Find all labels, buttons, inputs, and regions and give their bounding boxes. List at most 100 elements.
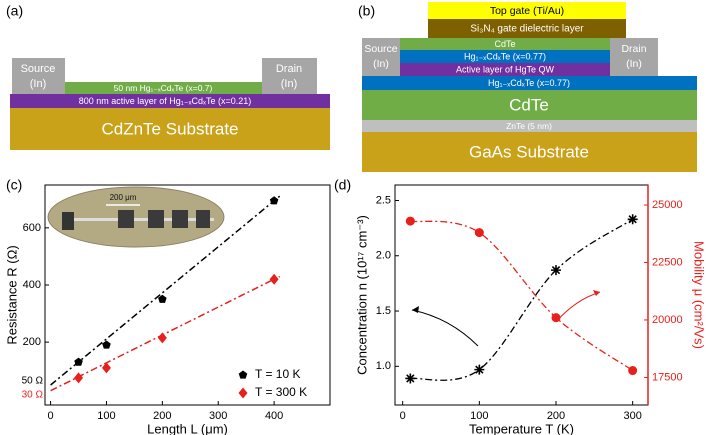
contact-label: (In) [626, 58, 642, 70]
contact-label: (In) [373, 58, 389, 70]
contact [12, 58, 65, 94]
y-tick-label: 200 [23, 336, 41, 348]
y2-tick-label: 17500 [652, 371, 683, 383]
x-tick-label: 0 [48, 410, 54, 422]
substrate [10, 108, 330, 150]
contact-label: (In) [30, 78, 47, 90]
inset-photo: 200 μm [47, 186, 225, 248]
inset-label: 200 μm [110, 193, 137, 202]
contact-label: Source [21, 63, 56, 75]
panel-label: (c) [6, 177, 22, 193]
layer [362, 120, 697, 132]
layer [65, 82, 262, 94]
layer-label: Hg₁₋ₓCdₓTe (x=0.77) [464, 51, 546, 61]
y-axis-label: Resistance R (Ω) [4, 245, 19, 344]
layer-label: Top gate (Ti/Au) [490, 5, 564, 17]
layer-label: 800 nm active layer of Hg₁₋ₓCdₓTe (x=0.2… [79, 96, 252, 106]
contact [362, 38, 400, 76]
marker [157, 332, 167, 344]
marker [74, 372, 84, 384]
marker [474, 228, 484, 238]
layer [362, 76, 697, 90]
panel-label: (a) [6, 3, 23, 19]
layer-label: ZnTe (5 nm) [506, 121, 552, 131]
substrate [362, 132, 697, 172]
marker [101, 362, 111, 374]
marker [238, 387, 248, 399]
series-line [410, 220, 634, 372]
marker [474, 364, 485, 375]
contact-label: Source [364, 43, 397, 55]
layer-label: Si₃N₄ gate dielectric layer [470, 24, 584, 35]
annotation: 50 Ω [22, 376, 44, 387]
layer-label: Active layer of HgTe QW [456, 64, 555, 74]
y-axis-label: Concentration n (10¹⁷ cm⁻³) [354, 215, 369, 375]
y2-tick-label: 22500 [652, 256, 683, 268]
contact [262, 58, 317, 94]
panel-label: (b) [358, 3, 375, 19]
y-tick-label: 1.5 [376, 305, 391, 317]
y2-tick-label: 20000 [652, 314, 683, 326]
x-tick-label: 400 [265, 410, 283, 422]
marker [269, 196, 279, 205]
plot-frame [44, 184, 331, 406]
layer [362, 90, 697, 120]
layer-label: CdTe [494, 39, 515, 49]
layer [10, 94, 330, 108]
arrow [555, 291, 601, 323]
legend-label: T = 10 K [255, 367, 300, 381]
marker [74, 357, 83, 366]
x-tick-label: 0 [400, 410, 406, 422]
y-tick-label: 2.0 [376, 250, 391, 262]
arrow-head [593, 290, 600, 296]
marker [269, 273, 279, 285]
marker [405, 216, 415, 226]
x-axis-label: Length L (μm) [147, 421, 228, 435]
x-tick-label: 300 [623, 410, 641, 422]
layer [428, 19, 626, 38]
plot-frame [394, 184, 649, 406]
marker [158, 294, 167, 303]
inset-background [47, 186, 225, 248]
layer [428, 2, 626, 19]
x-tick-label: 300 [209, 410, 227, 422]
contact-label: Drain [276, 63, 302, 75]
marker [405, 373, 416, 384]
inset-pad [196, 210, 210, 228]
inset-pad [148, 210, 164, 228]
x-tick-label: 100 [470, 410, 488, 422]
contact [610, 38, 658, 76]
layer-label: CdTe [509, 95, 549, 114]
contact-label: (In) [281, 78, 298, 90]
x-tick-label: 100 [97, 410, 115, 422]
inset-bar [74, 218, 214, 221]
arrow [411, 309, 479, 347]
y2-tick-label: 25000 [652, 199, 683, 211]
layer-label: GaAs Substrate [469, 142, 589, 161]
layer-label: 50 nm Hg₁₋ₓCdₓTe (x=0.7) [114, 83, 213, 93]
arrow-head [412, 306, 419, 313]
layer-label: CdZnTe Substrate [101, 119, 238, 138]
fit-line [50, 275, 281, 392]
x-tick-label: 200 [547, 410, 565, 422]
marker [551, 265, 561, 276]
marker [551, 313, 561, 323]
fit-line [50, 195, 281, 386]
series-line [410, 218, 634, 381]
layer [400, 50, 610, 63]
y-tick-label: 400 [23, 279, 41, 291]
marker [238, 370, 248, 379]
marker [627, 214, 638, 225]
y2-axis-label: Mobility μ (cm²/Vs) [692, 241, 707, 349]
y-tick-label: 2.5 [376, 194, 391, 206]
panel-label: (d) [334, 177, 351, 193]
legend-label: T = 300 K [255, 385, 307, 399]
x-tick-label: 200 [153, 410, 171, 422]
marker [628, 366, 638, 376]
layer-label: Hg₁₋ₓCdₓTe (x=0.77) [488, 78, 570, 88]
y-tick-label: 1.0 [376, 360, 391, 372]
inset-pad [172, 210, 188, 228]
